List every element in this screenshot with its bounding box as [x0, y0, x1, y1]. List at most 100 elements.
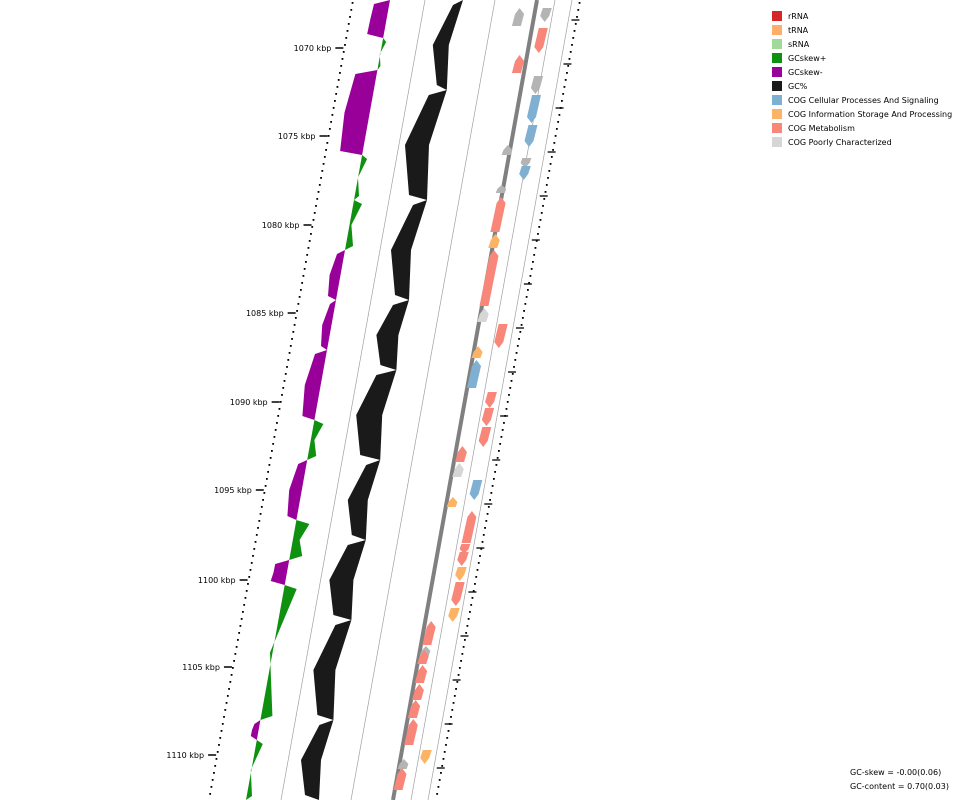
scale-dot — [510, 380, 513, 382]
scale-dot — [315, 205, 317, 207]
gene-arrow-4 — [530, 76, 544, 94]
scale-dot — [530, 268, 533, 270]
scale-dot — [267, 471, 270, 473]
scale-dot — [475, 576, 478, 578]
scale-dot — [472, 590, 475, 592]
gc-content-segment-2 — [391, 200, 427, 300]
scale-dot — [255, 534, 258, 536]
scale-dot — [229, 681, 232, 683]
scale-dot — [436, 793, 439, 795]
gene-arrow-6 — [524, 125, 538, 147]
scale-dot — [495, 464, 498, 466]
scale-dot — [477, 562, 480, 564]
scale-dot — [548, 170, 551, 172]
scale-dot — [218, 744, 220, 746]
scale-dot — [316, 198, 319, 200]
scale-dot — [476, 569, 479, 571]
scale-dot — [505, 408, 508, 410]
scale-dot — [282, 387, 285, 389]
gc-skew-segment-4 — [345, 200, 362, 250]
scale-dot — [276, 422, 278, 424]
legend-label: COG Metabolism — [788, 123, 855, 133]
scale-dot — [278, 408, 281, 410]
scale-dot — [336, 86, 339, 88]
scale-dot — [323, 156, 326, 158]
gene-arrow-34 — [414, 665, 428, 683]
feature-track — [393, 8, 552, 790]
scale-tick-label: 1075 kbp — [278, 132, 316, 141]
legend-label: sRNA — [788, 39, 810, 49]
scale-tick-label: 1080 kbp — [262, 221, 300, 230]
scale-dot — [521, 317, 524, 319]
scale-dot — [496, 457, 499, 459]
scale-dot — [294, 317, 297, 319]
gc-skew-segment-9 — [287, 460, 308, 520]
scale-dot — [331, 114, 334, 116]
scale-dot — [574, 23, 577, 25]
scale-dot — [308, 240, 311, 242]
gc-content-segment-3 — [376, 300, 409, 370]
scale-dot — [234, 653, 237, 655]
scale-dot — [562, 93, 565, 95]
scale-dot — [253, 548, 256, 550]
scale-dot — [326, 142, 329, 144]
scale-dot — [258, 520, 261, 522]
scale-dot — [446, 737, 449, 739]
scale-dot — [539, 219, 542, 221]
scale-dot — [469, 611, 471, 613]
gc-skew-segment-13 — [250, 720, 261, 740]
scale-dot — [340, 65, 343, 67]
scale-dot — [453, 695, 456, 697]
scale-dot — [443, 751, 446, 753]
gc-content-segment-4 — [356, 370, 397, 460]
scale-dot — [498, 450, 500, 452]
gene-arrow-25 — [461, 511, 477, 543]
scale-dot — [450, 716, 452, 718]
scale-dot — [269, 457, 272, 459]
gene-arrow-8 — [520, 158, 532, 168]
scale-dot — [334, 100, 336, 102]
scale-dot — [552, 149, 554, 151]
legend-label: COG Information Storage And Processing — [788, 109, 953, 119]
legend-label: GC% — [788, 81, 808, 91]
gene-arrow-3 — [511, 55, 525, 73]
scale-dot — [254, 541, 257, 543]
scale-dot — [274, 429, 277, 431]
scale-dot — [318, 184, 321, 186]
gene-arrow-38 — [420, 750, 432, 764]
gene-arrow-5 — [527, 95, 541, 123]
scale-dot — [264, 485, 267, 487]
scale-dot — [486, 513, 489, 515]
scale-dot — [317, 191, 320, 193]
scale-dot — [257, 527, 259, 529]
scale-dot — [213, 772, 215, 774]
scale-dot — [437, 786, 440, 788]
scale-dot — [292, 331, 295, 333]
scale-dot — [523, 310, 525, 312]
scale-dot — [577, 9, 580, 11]
ring-line-outer — [427, 0, 573, 800]
gene-arrow-39 — [397, 759, 409, 769]
scale-dot — [516, 345, 519, 347]
scale-dot — [511, 373, 514, 375]
scale-dot — [259, 513, 262, 515]
scale-tick-label: 1110 kbp — [166, 751, 204, 760]
gc-skew-segment-14 — [246, 740, 263, 800]
scale-dot — [519, 331, 522, 333]
scale-dot — [537, 233, 539, 235]
scale-dot — [224, 709, 227, 711]
scale-dot — [320, 177, 322, 179]
scale-dot — [460, 660, 462, 662]
scale-dot — [555, 128, 558, 130]
gene-arrow-10 — [495, 185, 507, 193]
scale-dot — [455, 688, 457, 690]
scale-dot — [311, 226, 314, 228]
cog-cellular-swatch-icon — [772, 95, 782, 105]
gene-arrow-29 — [451, 582, 465, 606]
scale-dot — [345, 37, 348, 39]
scale-dot — [242, 611, 244, 613]
scale-dot — [545, 184, 548, 186]
ring-line-mid-inner — [350, 0, 496, 800]
scale-dot — [214, 765, 217, 767]
